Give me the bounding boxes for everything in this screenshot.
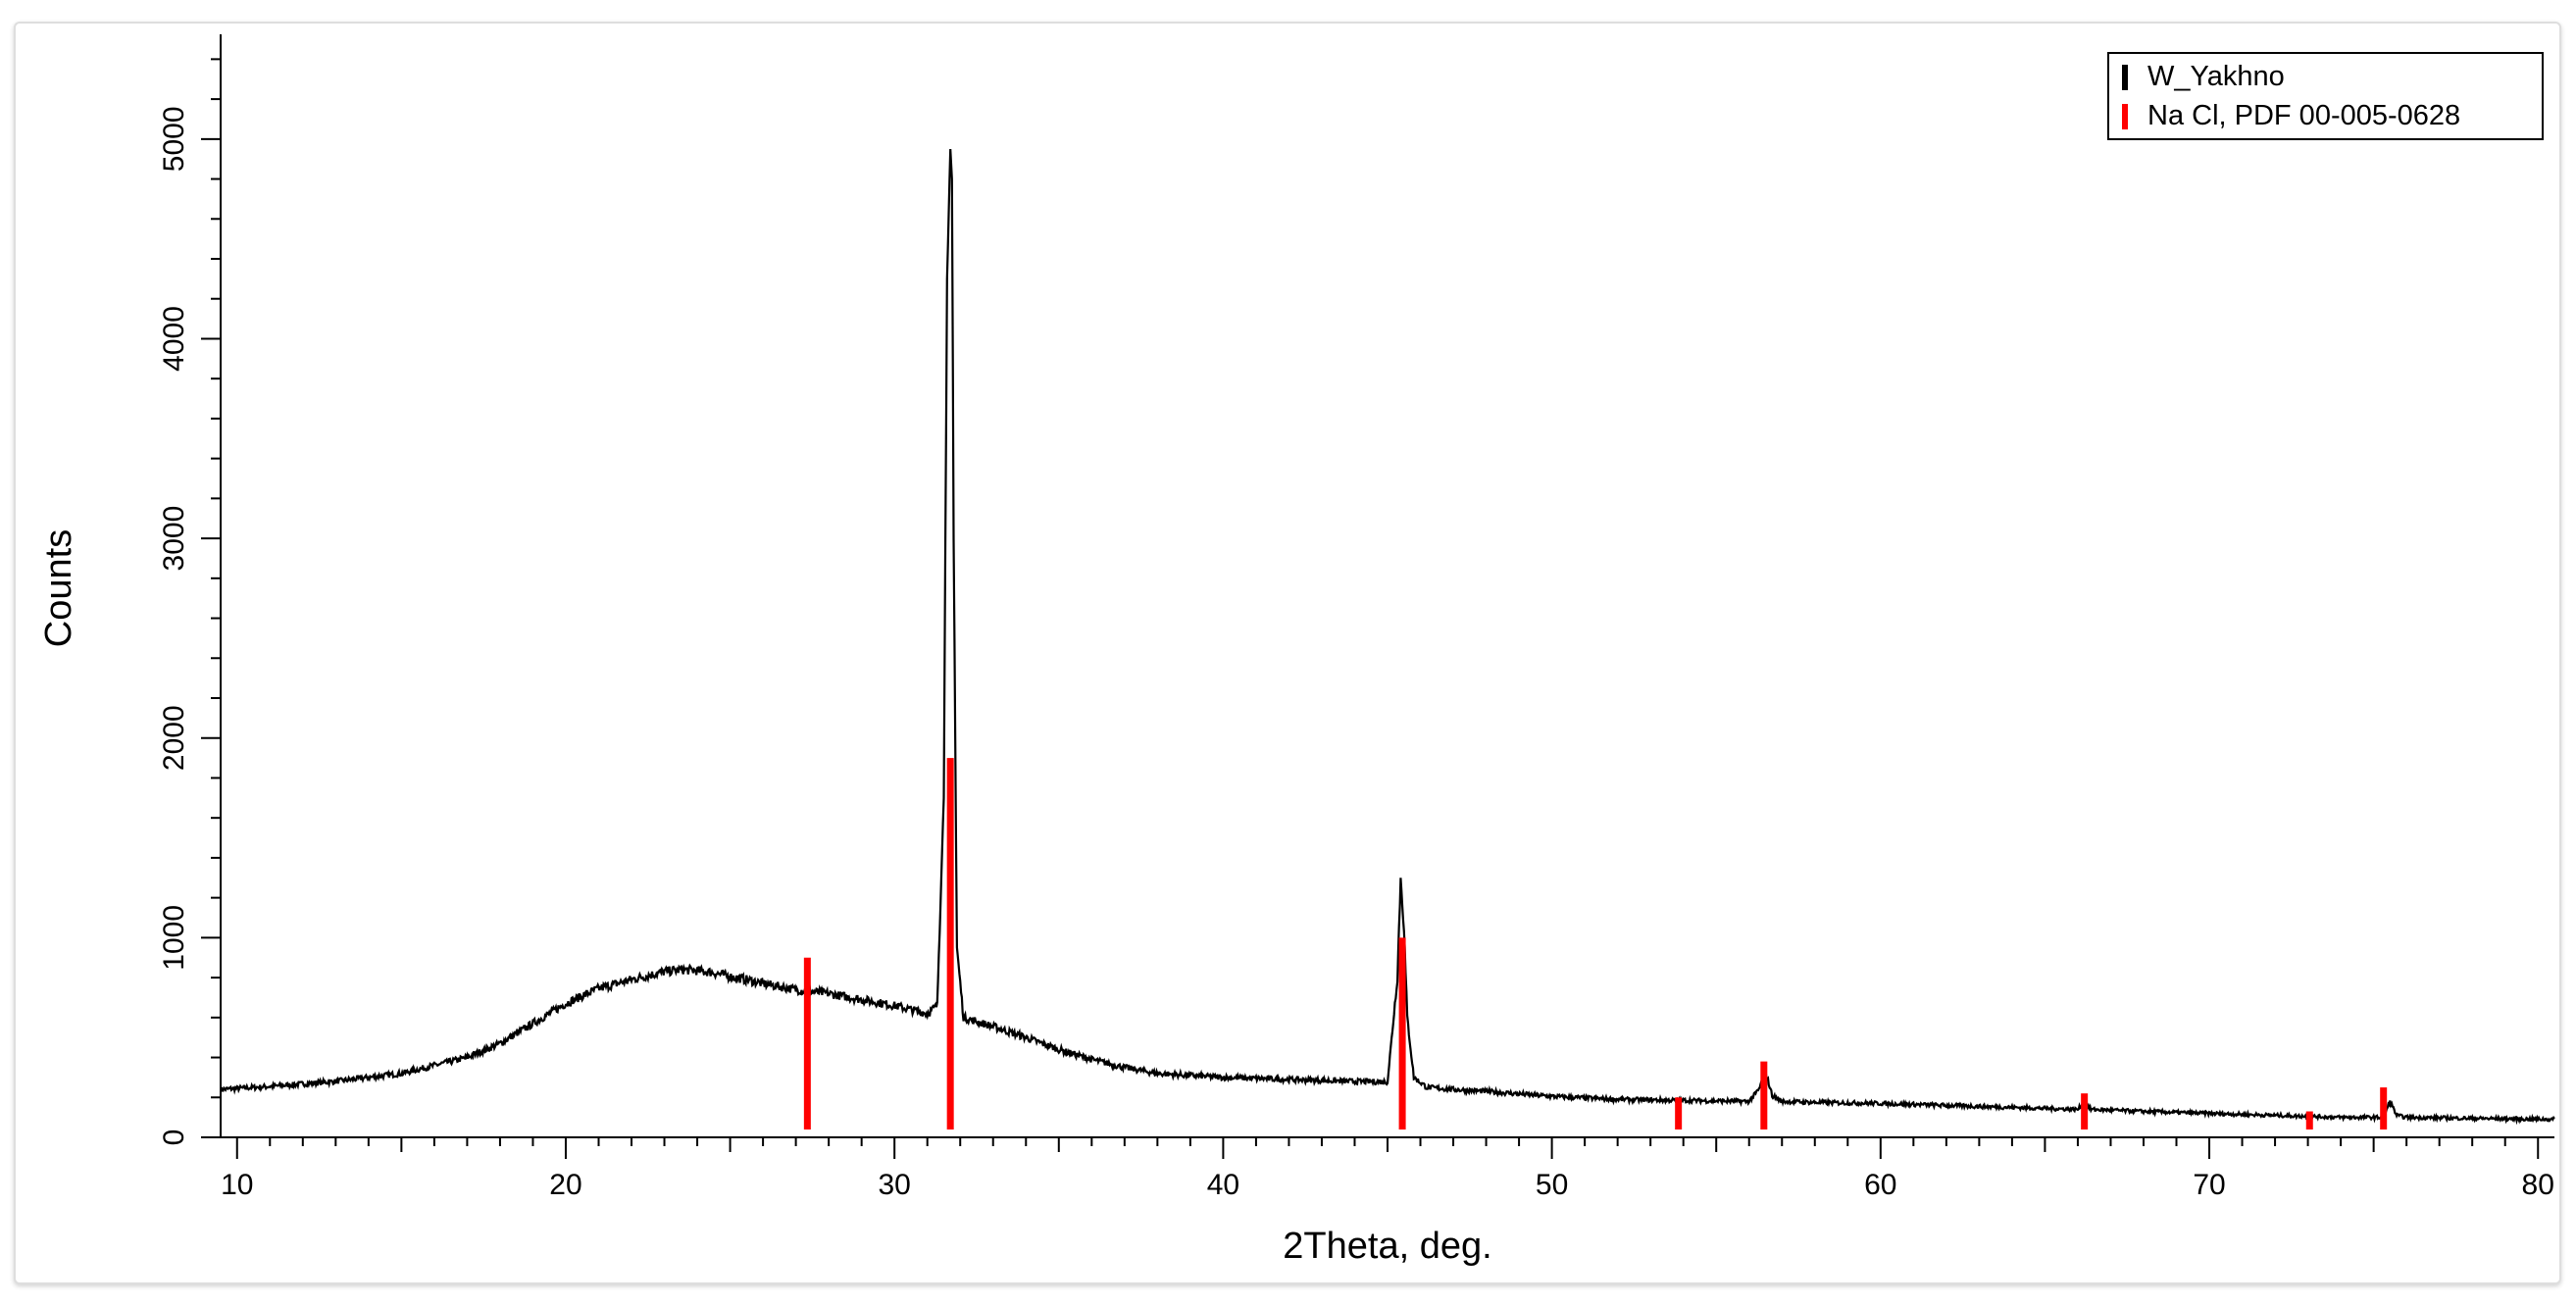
reference-peak-nacl [1398, 937, 1406, 1129]
series-line-w-yakhno [219, 148, 2555, 1126]
series-layer [219, 148, 2555, 1129]
y-tick-label: 3000 [158, 506, 190, 572]
x-tick-label: 40 [1207, 1169, 1239, 1201]
legend-swatch-nacl [2122, 104, 2128, 129]
x-axis-label: 2Theta, deg. [1283, 1226, 1491, 1267]
y-tick-label: 2000 [158, 705, 190, 771]
legend-label-nacl: Na Cl, PDF 00-005-0628 [2147, 100, 2460, 131]
legend: W_Yakhno Na Cl, PDF 00-005-0628 [2107, 52, 2544, 140]
chart-axes: 10 20 30 40 50 60 70 80 0 1000 2000 3000 4000 5000 [158, 34, 2554, 1201]
x-tick-label: 30 [878, 1169, 910, 1201]
chart-frame [14, 22, 2561, 1284]
legend-swatch-w-yakhno [2122, 65, 2128, 90]
y-tick-label: 1000 [158, 905, 190, 971]
legend-label-w-yakhno: W_Yakhno [2147, 61, 2285, 92]
legend-box [2107, 52, 2544, 140]
reference-peak-nacl [803, 957, 811, 1129]
reference-peak-nacl [2081, 1093, 2089, 1129]
reference-peak-nacl [2305, 1111, 2313, 1129]
y-axis-label: Counts [38, 529, 79, 647]
y-tick-label: 0 [158, 1129, 190, 1146]
x-tick-label: 50 [1536, 1169, 1568, 1201]
x-tick-label: 60 [1864, 1169, 1896, 1201]
x-tick-label: 10 [221, 1169, 253, 1201]
reference-peak-nacl [1675, 1097, 1683, 1129]
x-tick-label: 20 [549, 1169, 581, 1201]
x-tick-label: 70 [2193, 1169, 2225, 1201]
x-tick-label: 80 [2522, 1169, 2554, 1201]
y-tick-label: 5000 [158, 106, 190, 172]
y-tick-label: 4000 [158, 306, 190, 372]
reference-peak-nacl [946, 758, 954, 1129]
reference-peak-nacl [1760, 1061, 1768, 1129]
reference-peak-nacl [2380, 1087, 2388, 1129]
